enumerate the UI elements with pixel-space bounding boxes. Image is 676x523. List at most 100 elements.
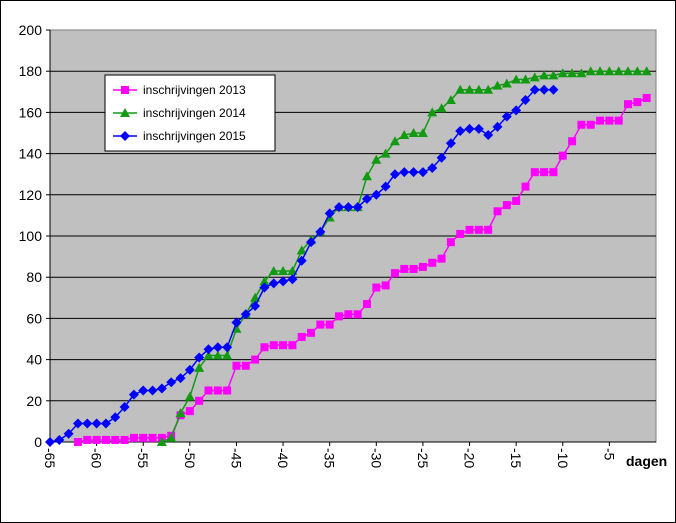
marker — [297, 332, 306, 341]
legend-label: inschrijvingen 2015 — [143, 129, 246, 143]
y-tick-label: 120 — [19, 187, 43, 203]
marker — [111, 435, 120, 444]
legend-label: inschrijvingen 2014 — [143, 106, 246, 120]
marker — [324, 208, 335, 219]
x-tick-label: -30 — [368, 448, 384, 468]
marker — [269, 341, 278, 350]
marker — [268, 266, 279, 276]
marker — [548, 70, 559, 80]
marker — [185, 407, 194, 416]
marker — [362, 299, 371, 308]
marker — [251, 355, 260, 364]
marker — [502, 201, 511, 210]
marker — [371, 189, 382, 200]
marker — [557, 68, 568, 78]
marker — [614, 116, 623, 125]
marker — [585, 66, 596, 76]
x-axis-label: dagen — [626, 453, 667, 469]
marker — [464, 84, 475, 94]
marker — [641, 66, 652, 76]
marker — [184, 391, 195, 401]
legend-marker — [120, 108, 130, 117]
y-tick-label: 0 — [34, 434, 42, 450]
marker — [483, 130, 494, 141]
marker — [380, 148, 391, 158]
marker — [119, 401, 130, 412]
marker — [259, 276, 270, 286]
marker — [549, 168, 558, 177]
marker — [92, 435, 101, 444]
marker — [400, 264, 409, 273]
marker — [624, 100, 633, 109]
marker — [418, 262, 427, 271]
marker — [82, 418, 93, 429]
marker — [548, 84, 559, 95]
marker — [203, 344, 214, 355]
marker — [100, 418, 111, 429]
marker — [428, 258, 437, 267]
marker — [530, 168, 539, 177]
x-tick-label: -10 — [555, 448, 571, 468]
legend-marker — [120, 131, 130, 141]
x-tick-label: -5 — [601, 448, 617, 461]
marker — [389, 136, 400, 146]
marker — [586, 120, 595, 129]
marker — [567, 68, 578, 78]
marker — [72, 418, 83, 429]
marker — [501, 78, 512, 88]
marker — [138, 385, 149, 396]
y-tick-label: 80 — [26, 269, 42, 285]
marker — [539, 70, 550, 80]
marker — [325, 320, 334, 329]
marker — [307, 328, 316, 337]
marker — [343, 202, 354, 213]
marker — [83, 435, 92, 444]
marker — [156, 383, 167, 394]
marker — [613, 66, 624, 76]
marker — [344, 310, 353, 319]
marker — [296, 255, 307, 266]
marker — [288, 341, 297, 350]
marker — [361, 171, 372, 181]
marker — [278, 276, 289, 287]
y-tick-label: 60 — [26, 310, 42, 326]
marker — [389, 169, 400, 180]
marker — [371, 154, 382, 164]
marker — [511, 105, 522, 116]
marker — [464, 123, 475, 134]
marker — [54, 434, 65, 445]
y-tick-label: 180 — [19, 63, 43, 79]
marker — [306, 237, 317, 248]
marker — [175, 408, 186, 418]
y-tick-label: 20 — [26, 393, 42, 409]
marker — [296, 245, 307, 255]
legend-marker — [121, 86, 129, 94]
y-tick-label: 160 — [19, 104, 43, 120]
marker — [417, 167, 428, 178]
marker — [63, 428, 74, 439]
x-tick-label: -45 — [228, 448, 244, 468]
marker — [529, 84, 540, 95]
x-tick-label: -50 — [182, 448, 198, 468]
marker — [408, 167, 419, 178]
marker — [632, 66, 643, 76]
marker — [399, 130, 410, 140]
marker — [576, 68, 587, 78]
marker — [493, 207, 502, 216]
marker — [250, 301, 261, 312]
marker — [184, 364, 195, 375]
x-tick-label: -25 — [415, 448, 431, 468]
legend-label: inschrijvingen 2013 — [143, 83, 246, 97]
marker — [437, 254, 446, 263]
marker — [568, 137, 577, 146]
marker — [577, 120, 586, 129]
marker — [492, 80, 503, 90]
marker — [175, 373, 186, 384]
marker — [595, 66, 606, 76]
marker — [316, 320, 325, 329]
marker — [445, 95, 456, 105]
marker — [166, 432, 177, 442]
x-tick-label: -40 — [275, 448, 291, 468]
marker — [633, 98, 642, 107]
